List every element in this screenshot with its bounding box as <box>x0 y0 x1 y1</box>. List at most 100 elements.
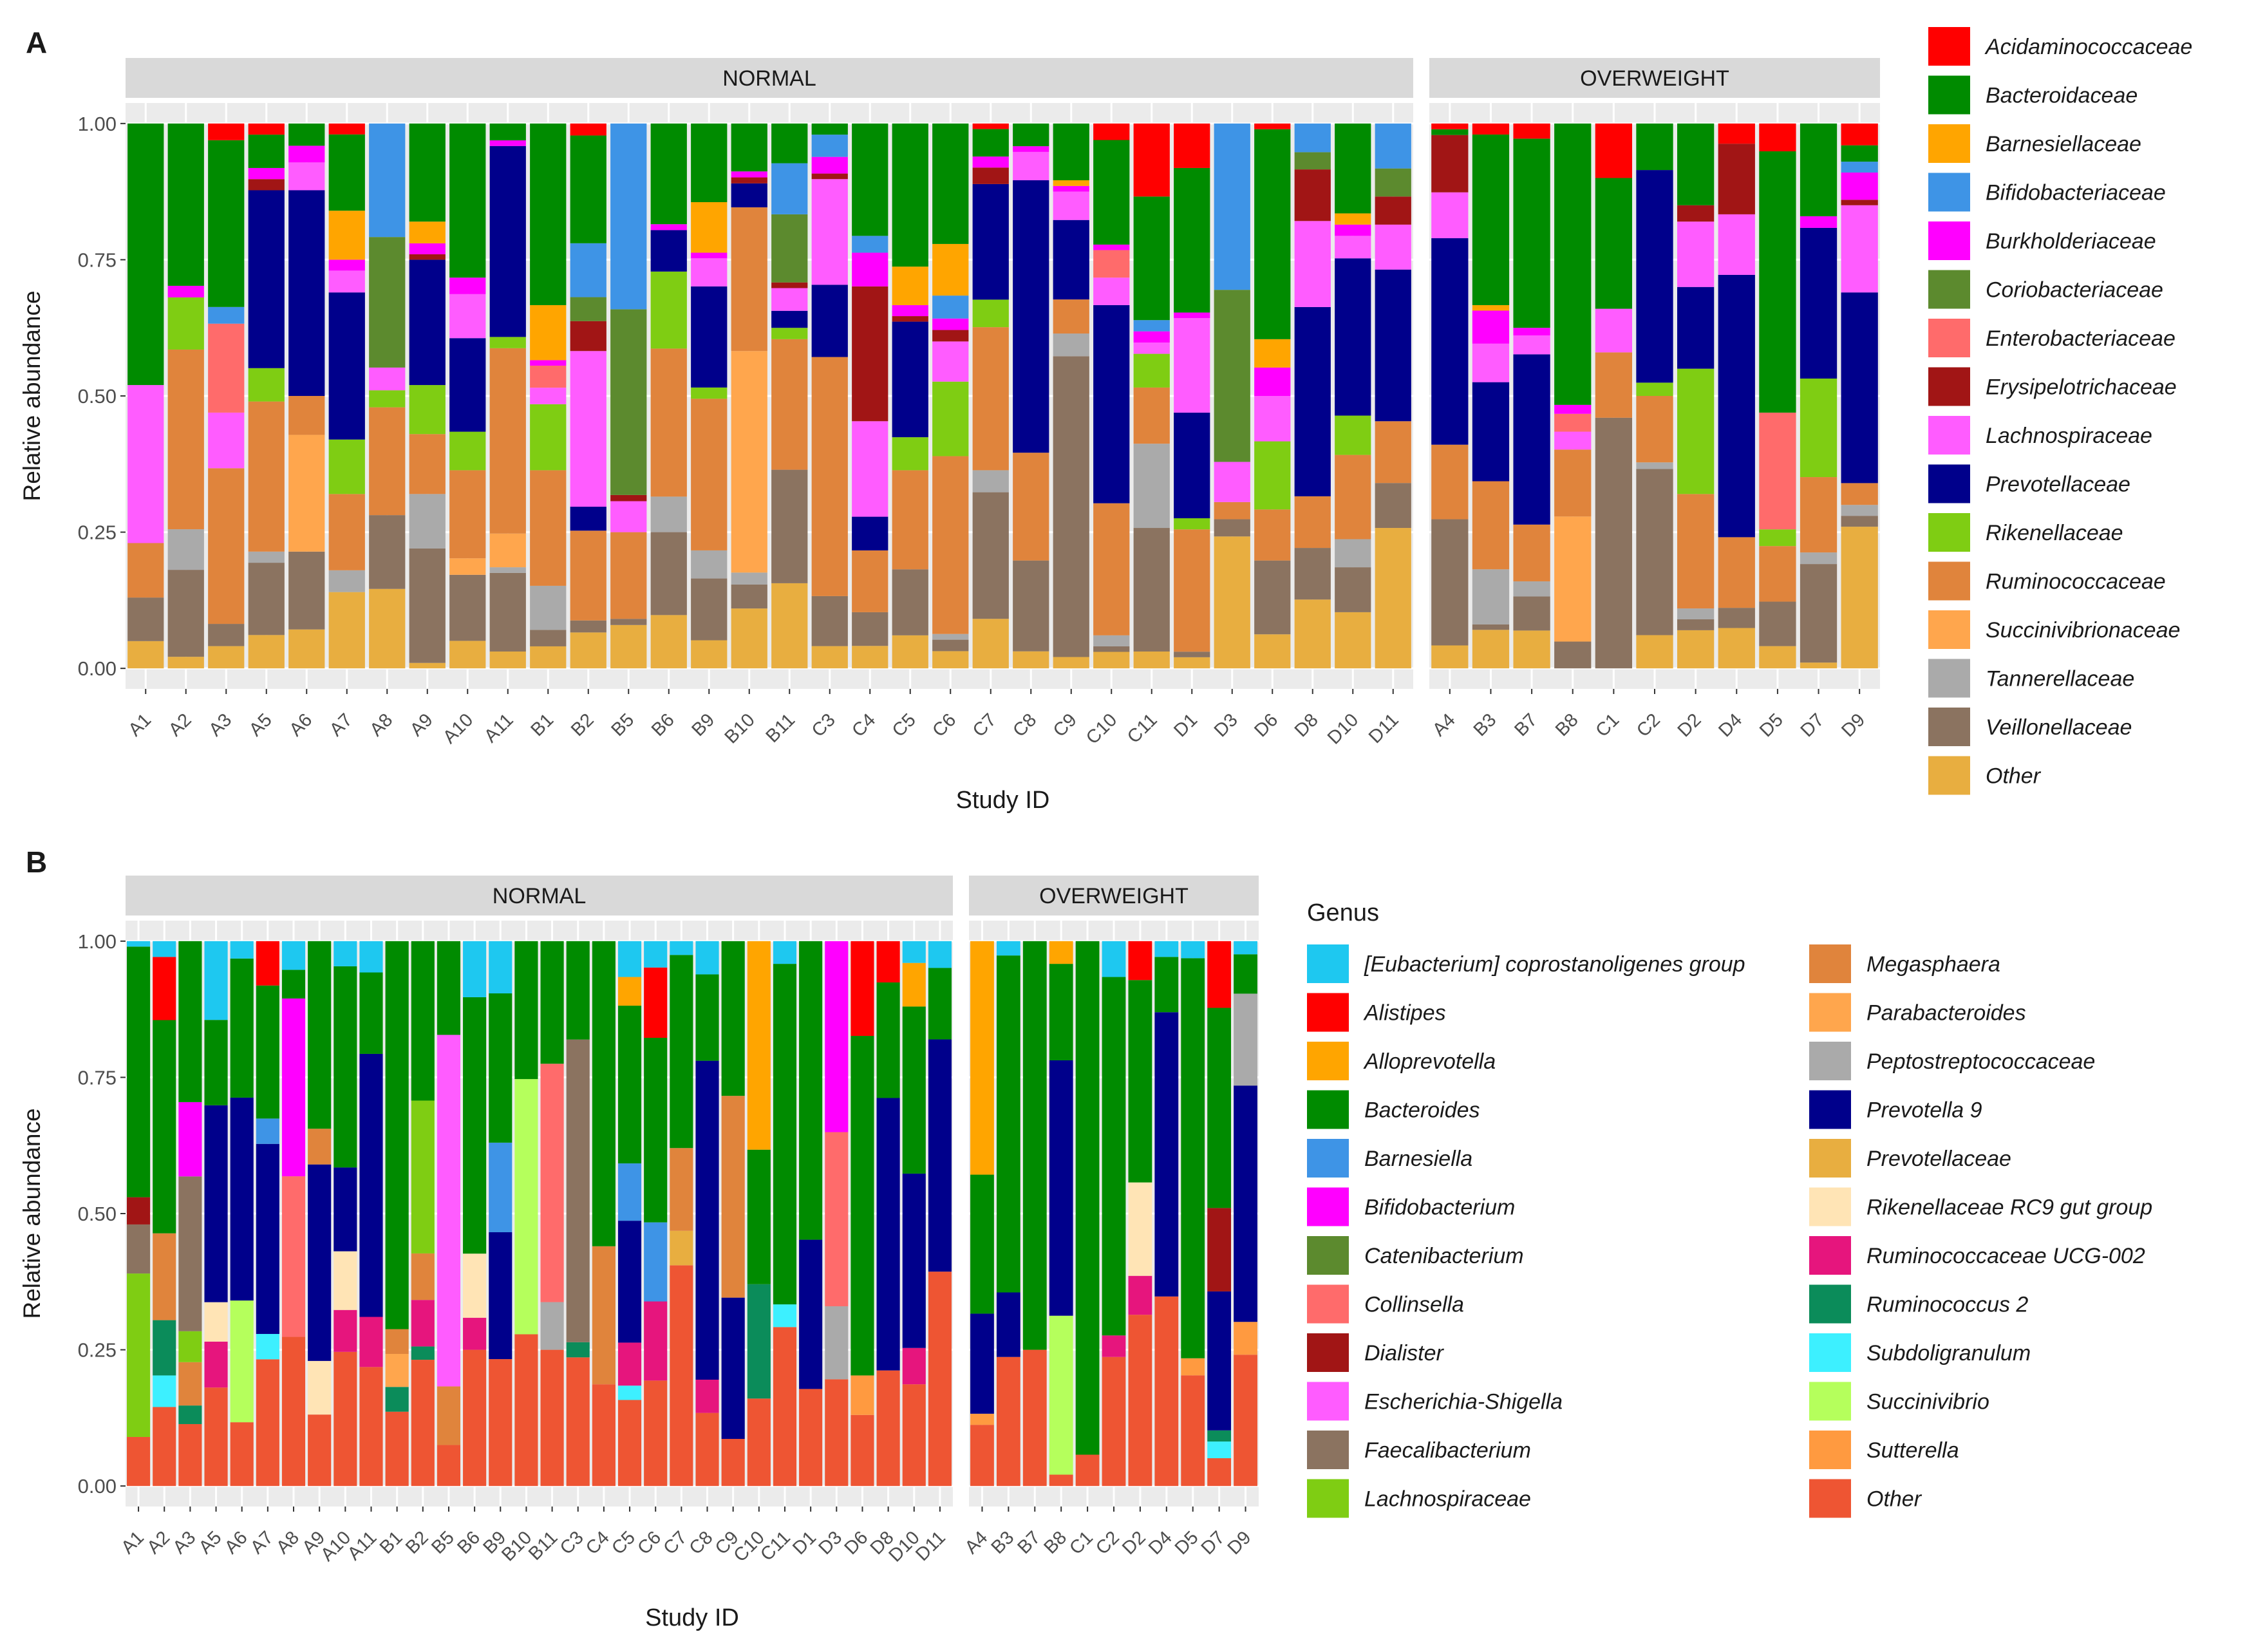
bar-segment-ruminococcaceae <box>1375 421 1411 483</box>
bar-segment-bacteroides <box>592 941 616 1246</box>
bar-segment-prevotella-9 <box>359 1053 383 1317</box>
legend-item: Enterobacteriaceae <box>1928 319 2176 357</box>
legend-item: Dialister <box>1307 1333 1444 1372</box>
bar-segment-other <box>1053 657 1089 669</box>
bar-segment-other <box>731 608 767 669</box>
bar-segment-peptostreptococcaceae <box>1234 993 1257 1086</box>
bar-segment-other <box>1472 630 1510 669</box>
bar-segment-bifidobacterium <box>825 941 849 1132</box>
bar-segment-ruminococcaceae <box>1718 537 1755 608</box>
bar-segment-bacteroides <box>359 972 383 1054</box>
bar-segment-lachnospiraceae <box>1335 236 1371 259</box>
bar-A9 <box>409 123 446 669</box>
bar-segment-prevotellaceae <box>1841 292 1878 483</box>
legend-item: Other <box>1928 756 2042 795</box>
bar-C9 <box>1053 123 1089 669</box>
legend-item: Alistipes <box>1307 993 1446 1032</box>
bar-D10 <box>1335 123 1371 669</box>
bar-segment-acidaminococcaceae <box>1174 123 1210 168</box>
facet-overweight: OVERWEIGHT A4 B3 B7 B8 C1 C2 D2 D4 D5 D7 D9 <box>1429 58 1880 741</box>
legend-swatch <box>1307 1382 1349 1421</box>
bar-segment-veillonellaceae <box>892 569 928 635</box>
bar-A8 <box>369 123 406 669</box>
bar-segment-bacteroidaceae <box>691 123 728 202</box>
bar-D7 <box>1800 123 1838 669</box>
bar-segment-veillonellaceae <box>1294 548 1331 600</box>
bar-segment-bacteroides <box>799 941 823 1240</box>
bar-segment-bifidobacteriaceae <box>811 135 848 157</box>
legend-item: Lachnospiraceae <box>1928 416 2152 455</box>
bar-segment-bifidobacteriaceae <box>1214 123 1250 290</box>
bar-segment-alloprevotella <box>970 941 994 1175</box>
bar-segment-bacteroides <box>1102 977 1126 1336</box>
bar-segment-lachnospiraceae <box>1375 224 1411 270</box>
legend-item: Other <box>1809 1479 1922 1518</box>
x-tick-label: C8 <box>1009 709 1040 741</box>
bar-segment-burkholderiaceae <box>288 145 325 163</box>
bar-segment-megasphaera <box>592 1246 616 1385</box>
bar-A11 <box>359 941 383 1487</box>
bar-segment-tannerellaceae <box>1053 333 1089 357</box>
bar-segment-sutterella <box>851 1375 874 1415</box>
bar-segment-prevotellaceae <box>691 286 728 388</box>
bar-segment-ruminococcaceae <box>811 357 848 596</box>
bar-segment-veillonellaceae <box>1133 528 1170 652</box>
bar-segment-acidaminococcaceae <box>208 123 245 140</box>
bar-segment-tannerellaceae <box>167 529 204 570</box>
y-tick-label: 0.50 <box>78 385 117 408</box>
legend-item: Bifidobacteriaceae <box>1928 173 2166 212</box>
bar-segment-bacteroidaceae <box>972 129 1009 157</box>
y-tick-label: 0.00 <box>78 1475 117 1497</box>
legend-label: Parabacteroides <box>1866 1001 2026 1026</box>
bar-segment-bacteroides <box>747 1149 771 1284</box>
bar-segment-lachnospiraceae <box>1554 431 1592 450</box>
legend-swatch <box>1307 1284 1349 1324</box>
bar-segment-burkholderiaceae <box>1133 331 1170 343</box>
x-tick-label: A11 <box>480 709 518 747</box>
bar-segment-ruminococcaceae <box>650 348 687 497</box>
bar-segment-other <box>409 662 446 669</box>
bar-A3 <box>178 941 202 1487</box>
bar-segment-tannerellaceae <box>1472 569 1510 624</box>
legend-swatch <box>1809 1236 1851 1275</box>
bar-segment-acidaminococcaceae <box>1133 123 1170 197</box>
bar-segment-tannerellaceae <box>1636 462 1673 469</box>
bar-segment-ruminococcaceae-ucg-002 <box>617 1342 642 1386</box>
bar-segment--eubacterium-coprostanoligenes-group <box>359 941 383 973</box>
bar-segment-rikenellaceae <box>1174 518 1210 530</box>
bar-segment-other <box>695 1413 719 1487</box>
bar-segment-lachnospiraceae <box>328 270 365 293</box>
bar-segment-bacteroidaceae <box>1093 140 1130 245</box>
facet-strip <box>126 58 1413 98</box>
bar-segment-bacteroidaceae <box>167 123 204 286</box>
bar-segment-other <box>127 641 164 669</box>
bar-B8 <box>1049 941 1073 1487</box>
bar-segment-prevotella-9 <box>902 1173 926 1348</box>
bar-segment--eubacterium-coprostanoligenes-group <box>670 941 693 955</box>
x-tick-label: B10 <box>721 709 759 747</box>
bar-segment-barnesiellaceae <box>1053 180 1089 186</box>
legend-label: Collinsella <box>1364 1293 1464 1317</box>
bar-segment-prevotella-9 <box>617 1221 642 1343</box>
bar-segment-veillonellaceae <box>811 596 848 646</box>
legend-swatch <box>1307 993 1349 1032</box>
bar-segment-bacteroidaceae <box>1595 178 1632 309</box>
bar-segment-bacteroidaceae <box>1677 123 1715 205</box>
bar-segment-lachnospiraceae <box>691 258 728 286</box>
bar-C11 <box>1133 123 1170 669</box>
legend-label: Alloprevotella <box>1363 1049 1496 1074</box>
bar-segment-ruminococcaceae-ucg-002 <box>204 1341 228 1388</box>
bar-segment-erysipelotrichaceae <box>852 286 888 422</box>
bar-D5 <box>1759 123 1796 669</box>
bar-segment-burkholderiaceae <box>1013 146 1049 152</box>
bar-segment-acidaminococcaceae <box>1595 123 1632 178</box>
x-tick-label: B5 <box>607 709 638 740</box>
bar-B6 <box>650 123 687 669</box>
x-tick-label: A3 <box>205 709 236 740</box>
legend-item: Prevotellaceae <box>1809 1139 2011 1178</box>
bar-D7 <box>1207 941 1232 1487</box>
bar-segment-other <box>747 1398 771 1487</box>
bar-segment-prevotella-9 <box>334 1167 357 1252</box>
bar-segment-other <box>825 1379 849 1487</box>
bar-segment-bifidobacteriaceae <box>852 236 888 253</box>
